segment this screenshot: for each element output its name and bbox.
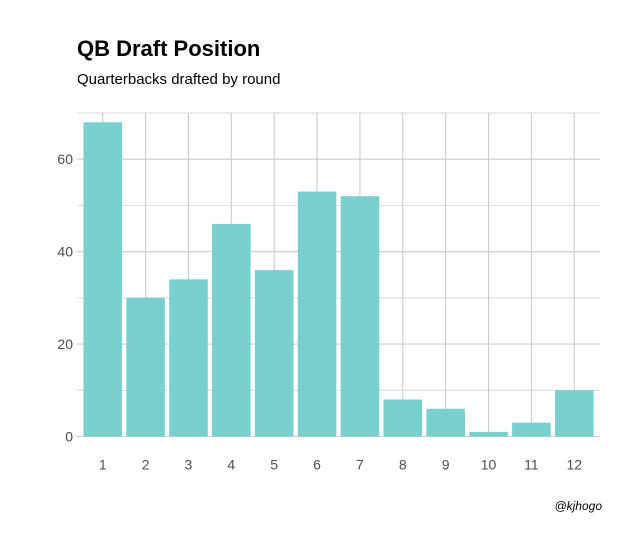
bar-round-1 [83, 122, 123, 437]
bar-round-9 [426, 408, 465, 437]
bar-round-3 [169, 279, 208, 437]
bars [83, 122, 594, 437]
y-tick-label: 60 [57, 151, 73, 167]
y-tick-label: 20 [57, 336, 73, 352]
y-tick-labels: 0 20 40 60 [57, 151, 73, 444]
bar-round-7 [340, 196, 380, 437]
x-tick-label: 2 [142, 457, 150, 473]
chart-subtitle: Quarterbacks drafted by round [77, 71, 281, 88]
chart-caption: @kjhogo [554, 499, 602, 513]
x-tick-label: 7 [356, 457, 364, 473]
bar-round-12 [554, 390, 594, 437]
chart-title: QB Draft Position [77, 36, 261, 61]
x-tick-label: 5 [270, 457, 278, 473]
x-tick-label: 12 [566, 457, 582, 473]
bar-round-11 [512, 422, 551, 437]
y-tick-label: 0 [65, 429, 73, 445]
bar-round-6 [297, 191, 337, 437]
x-tick-label: 6 [313, 457, 321, 473]
x-tick-label: 4 [227, 457, 235, 473]
x-tick-label: 3 [185, 457, 193, 473]
x-tick-label: 8 [399, 457, 407, 473]
x-tick-label: 11 [524, 457, 539, 473]
x-tick-labels: 1 2 3 4 5 6 7 8 9 10 11 12 [99, 457, 582, 473]
x-tick-label: 10 [481, 457, 497, 473]
y-tick-label: 40 [57, 244, 73, 260]
bar-round-10 [469, 431, 508, 437]
bar-round-5 [254, 270, 294, 437]
bar-round-2 [126, 297, 165, 437]
x-tick-label: 1 [99, 457, 107, 473]
x-tick-label: 9 [442, 457, 450, 473]
bar-round-8 [383, 399, 423, 437]
bar-round-4 [212, 223, 251, 437]
